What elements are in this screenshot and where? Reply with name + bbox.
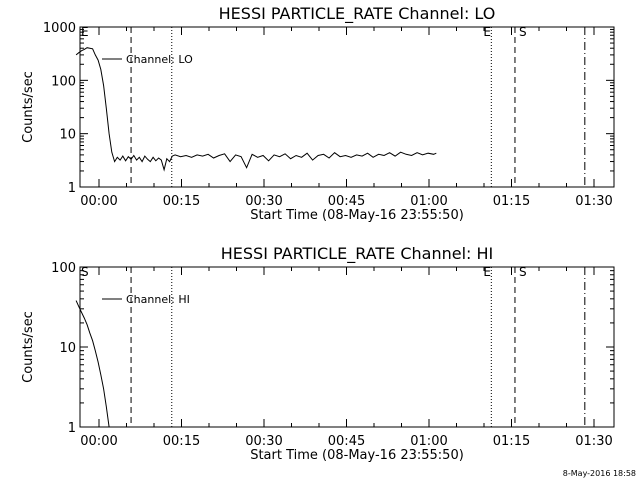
x-tick-label: 00:45 [328, 434, 365, 449]
corner-event-label: S [81, 265, 89, 279]
y-tick-label: 10 [59, 128, 76, 143]
y-tick-label: 100 [51, 261, 76, 276]
x-tick-label: 01:00 [410, 194, 447, 209]
legend-label: Channel: LO [126, 53, 193, 66]
event-label: E [483, 265, 491, 279]
y-axis-label: Counts/sec [21, 311, 36, 383]
y-tick-label: 10 [59, 341, 76, 356]
chart-title: HESSI PARTICLE_RATE Channel: LO [219, 4, 496, 24]
y-tick-label: 1 [68, 421, 76, 436]
x-tick-label: 00:15 [163, 194, 200, 209]
plot-timestamp: 8-May-2016 18:58 [562, 469, 636, 478]
y-tick-label: 100 [51, 74, 76, 89]
series-line [75, 300, 110, 428]
plot-frame [79, 266, 615, 428]
corner-event-label: E [81, 25, 89, 39]
panel-hi: HESSI PARTICLE_RATE Channel: HI 00:00 00:1… [21, 244, 615, 463]
x-tick-label: 01:15 [493, 434, 530, 449]
y-tick-label: 1 [68, 181, 76, 196]
y-axis-label: Counts/sec [21, 71, 36, 143]
x-tick-label: 00:00 [80, 194, 117, 209]
x-tick-label: 00:00 [80, 434, 117, 449]
legend-label: Channel: HI [126, 293, 190, 306]
plot-frame [79, 26, 615, 188]
x-axis-label: Start Time (08-May-16 23:55:50) [250, 208, 464, 223]
panel-lo: HESSI PARTICLE_RATE Channel: LO 00:00 00:1… [21, 4, 615, 223]
x-tick-label: 01:15 [493, 194, 530, 209]
chart-title: HESSI PARTICLE_RATE Channel: HI [221, 244, 494, 264]
series-line [75, 47, 437, 172]
event-label: E [483, 25, 491, 39]
x-tick-label: 00:15 [163, 434, 200, 449]
x-tick-label: 01:00 [410, 434, 447, 449]
event-label: S [519, 265, 527, 279]
x-tick-label: 00:30 [245, 434, 282, 449]
event-label: S [519, 25, 527, 39]
x-tick-label: 00:30 [245, 194, 282, 209]
x-tick-label: 01:30 [575, 434, 612, 449]
x-axis-label: Start Time (08-May-16 23:55:50) [250, 448, 464, 463]
y-tick-label: 1000 [43, 21, 76, 36]
x-tick-label: 00:45 [328, 194, 365, 209]
x-tick-label: 01:30 [575, 194, 612, 209]
